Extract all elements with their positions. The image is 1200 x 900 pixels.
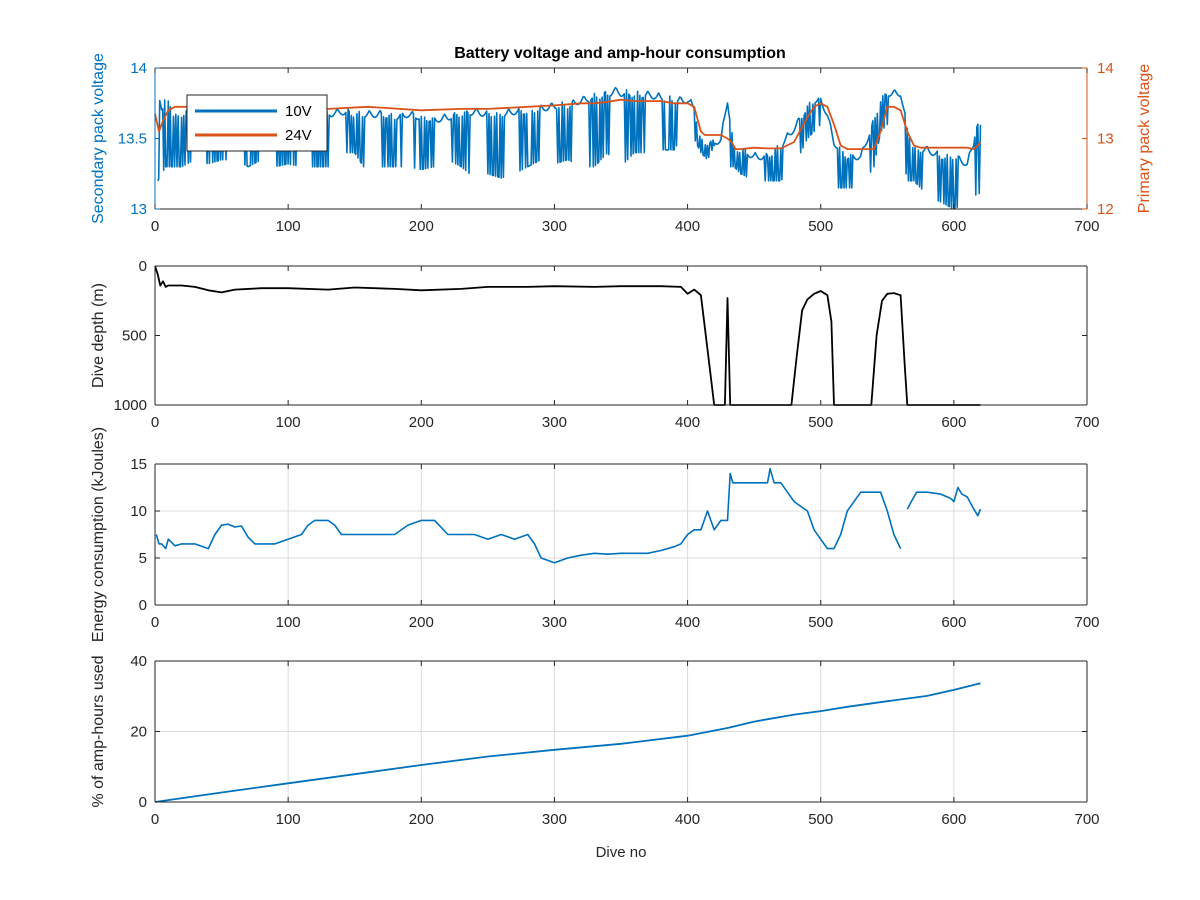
x-tick-label: 300 [542, 218, 567, 235]
y-tick-label: 0 [139, 597, 147, 614]
x-tick-label: 200 [409, 614, 434, 631]
x-tick-label: 0 [151, 614, 159, 631]
series-line-1 [154, 682, 981, 803]
x-tick-label: 600 [941, 414, 966, 431]
x-tick-label: 500 [808, 614, 833, 631]
x-tick-label: 100 [276, 414, 301, 431]
y-tick-label: 500 [122, 328, 147, 345]
y-right-tick-label: 14 [1097, 60, 1114, 77]
y-tick-label: 14 [130, 60, 147, 77]
y-right-axis-label: Primary pack voltage [1136, 64, 1153, 213]
y-axis-label: Dive depth (m) [90, 283, 107, 388]
x-tick-label: 100 [276, 614, 301, 631]
series-group [154, 682, 981, 803]
x-tick-label: 700 [1074, 414, 1099, 431]
y-axis-label: Secondary pack voltage [90, 53, 107, 224]
chart-title: Battery voltage and amp-hour consumption [454, 45, 786, 62]
y-right-tick-label: 13 [1097, 131, 1114, 148]
x-tick-label: 200 [409, 218, 434, 235]
x-tick-label: 0 [151, 414, 159, 431]
series-line-segment-2 [906, 486, 982, 517]
x-tick-label: 0 [151, 811, 159, 828]
subplot-4: 0 100 200 300 400 500 600 700 0 20 40 % of amp-hour… [90, 653, 1100, 861]
x-tick-label: 500 [808, 414, 833, 431]
series-group [155, 467, 982, 564]
y-tick-label: 0 [139, 794, 147, 811]
x-tick-label: 400 [675, 811, 700, 828]
x-tick-label: 100 [276, 811, 301, 828]
y-tick-label: 5 [139, 550, 147, 567]
x-tick-label: 0 [151, 218, 159, 235]
y-axis-label: % of amp-hours used [90, 655, 107, 807]
legend-label-10v: 10V [285, 103, 312, 120]
x-tick-label: 500 [808, 218, 833, 235]
x-tick-label: 600 [941, 811, 966, 828]
x-tick-label: 200 [409, 811, 434, 828]
y-tick-label: 13.5 [118, 131, 147, 148]
x-tick-label: 700 [1074, 218, 1099, 235]
x-tick-label: 700 [1074, 614, 1099, 631]
x-tick-label: 600 [941, 218, 966, 235]
x-tick-label: 100 [276, 218, 301, 235]
y-tick-label: 1000 [114, 397, 147, 414]
subplot-3: 0 100 200 300 400 500 600 700 0 5 10 15 Energy consu… [90, 427, 1100, 642]
series-line-24v [154, 98, 982, 150]
y-tick-label: 0 [139, 258, 147, 275]
x-tick-label: 400 [675, 218, 700, 235]
x-tick-label: 400 [675, 414, 700, 431]
legend-label-24v: 24V [285, 127, 312, 144]
x-axis-label: Dive no [596, 844, 647, 861]
y-tick-label: 15 [130, 456, 147, 473]
y-tick-label: 20 [130, 724, 147, 741]
y-right-tick-label: 12 [1097, 201, 1114, 218]
x-tick-label: 200 [409, 414, 434, 431]
subplot-2: 0 100 200 300 400 500 600 700 0 500 1000 Dive depth… [90, 258, 1100, 431]
x-tick-label: 300 [542, 811, 567, 828]
legend-box [186, 94, 328, 152]
x-tick-label: 500 [808, 811, 833, 828]
x-tick-label: 300 [542, 414, 567, 431]
y-tick-label: 40 [130, 653, 147, 670]
y-tick-label: 13 [130, 201, 147, 218]
y-tick-label: 10 [130, 503, 147, 520]
x-tick-label: 700 [1074, 811, 1099, 828]
series-line-segment-1 [155, 467, 902, 564]
x-tick-label: 300 [542, 614, 567, 631]
x-tick-label: 400 [675, 614, 700, 631]
subplot-1: 0 100 200 300 400 500 600 700 13 13.5 14 12 13 14 Prim… [90, 53, 1153, 235]
y-axis-label: Energy consumption (kJoules) [90, 427, 107, 642]
x-tick-label: 600 [941, 614, 966, 631]
